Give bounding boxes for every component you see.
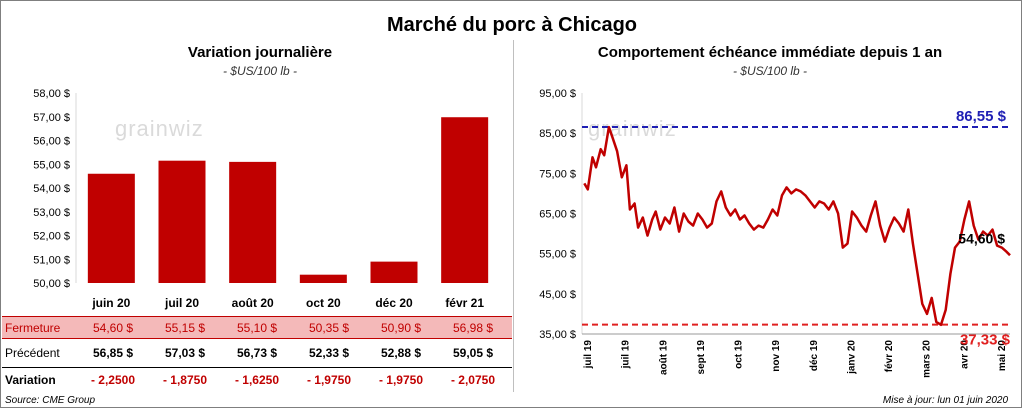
row-label-close: Fermeture [5, 320, 61, 335]
table-row-previous: Précédent 56,85 $ 57,03 $ 56,73 $ 52,33 … [2, 341, 512, 365]
variation-cell: - 1,8750 [162, 372, 208, 387]
table-row-close: Fermeture 54,60 $ 55,15 $ 55,10 $ 50,35 … [2, 316, 512, 339]
variation-cell: - 2,0750 [450, 372, 496, 387]
previous-cell: 56,85 $ [92, 346, 134, 360]
y-tick-label: 53,00 $ [33, 207, 70, 219]
bar-chart-unit: - $US/100 lb - [222, 64, 298, 78]
y-tick-label: 52,00 $ [33, 231, 70, 243]
x-tick-label: déc 20 [375, 296, 413, 310]
x-tick-label: oct 20 [306, 296, 341, 310]
watermark: grainwiz [115, 116, 204, 141]
close-cell: 55,15 $ [164, 320, 206, 335]
bar-2 [229, 161, 277, 283]
previous-cell: 56,73 $ [236, 346, 278, 360]
line-chart-title: Comportement échéance immédiate depuis 1… [597, 44, 943, 61]
bar-3 [299, 274, 347, 283]
previous-cell: 52,88 $ [380, 346, 422, 360]
update-note: Mise à jour: lun 01 juin 2020 [882, 395, 1008, 406]
bar-4 [370, 261, 418, 283]
close-cell: 55,10 $ [236, 320, 278, 335]
previous-cell: 52,33 $ [308, 346, 350, 360]
close-cell: 50,35 $ [308, 320, 350, 335]
source-note: Source: CME Group [5, 395, 96, 406]
close-cell: 50,90 $ [380, 320, 422, 335]
variation-cell: - 1,6250 [234, 372, 280, 387]
close-cell: 56,98 $ [452, 320, 494, 335]
bar-5 [441, 117, 489, 283]
x-tick-label: août 20 [232, 296, 274, 310]
y-tick-label: 58,00 $ [33, 88, 70, 100]
page-title: Marché du porc à Chicago [386, 14, 638, 36]
variation-cell: - 1,9750 [306, 372, 352, 387]
row-label-variation: Variation [5, 372, 56, 387]
y-tick-label: 54,00 $ [33, 183, 70, 195]
bar-1 [158, 160, 206, 283]
row-label-previous: Précédent [5, 346, 60, 360]
bar-chart: 50,00 $ 51,00 $ 52,00 $ 53,00 $ 54,00 $ 55,00… [33, 88, 489, 310]
y-tick-label: 51,00 $ [33, 254, 70, 266]
previous-cell: 57,03 $ [164, 346, 206, 360]
panel-divider [513, 40, 514, 392]
previous-cell: 59,05 $ [452, 346, 494, 360]
close-cell: 54,60 $ [92, 320, 134, 335]
x-tick-label: juil 20 [164, 296, 199, 310]
x-tick-label: févr 21 [445, 296, 484, 310]
bar-0 [87, 173, 135, 283]
table-row-variation: Variation - 2,2500 - 1,8750 - 1,6250 - 1… [2, 367, 512, 391]
variation-cell: - 1,9750 [378, 372, 424, 387]
y-tick-label: 55,00 $ [33, 159, 70, 171]
line-chart-unit: - $US/100 lb - [732, 64, 808, 78]
variation-cell: - 2,2500 [90, 372, 136, 387]
bar-chart-title: Variation journalière [187, 44, 333, 61]
y-tick-label: 57,00 $ [33, 112, 70, 124]
x-tick-label: juin 20 [91, 296, 130, 310]
y-tick-label: 56,00 $ [33, 136, 70, 148]
y-tick-label: 50,00 $ [33, 278, 70, 290]
